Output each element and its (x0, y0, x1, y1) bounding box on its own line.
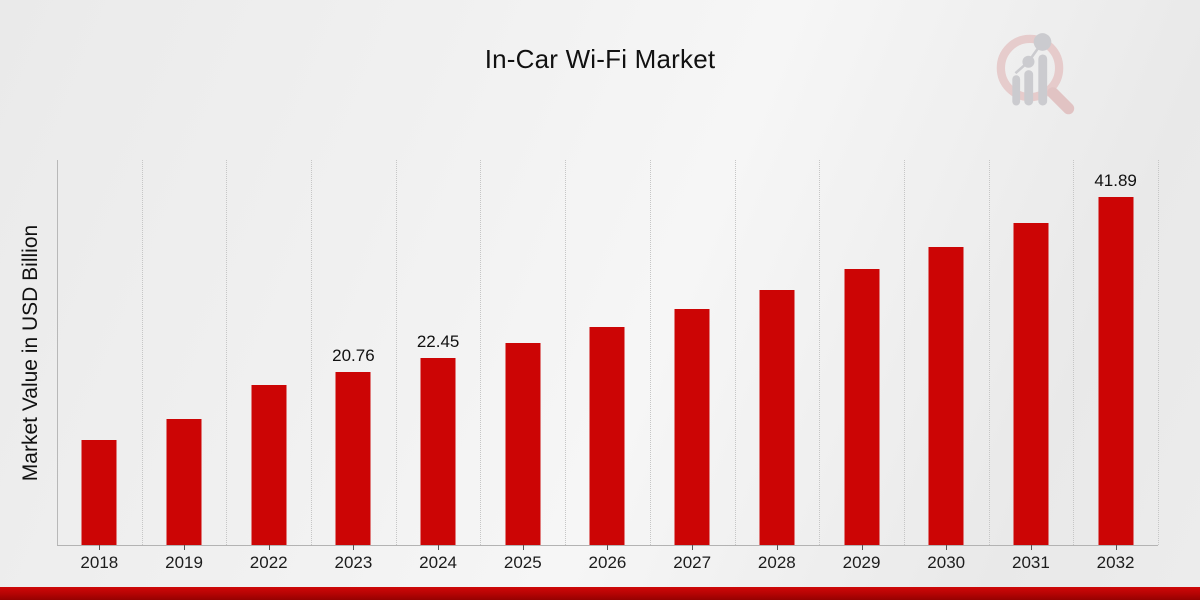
gridline (1073, 160, 1075, 545)
bar-band-2022: 2022 (226, 160, 311, 572)
bar-band-2023: 20.76 2023 (311, 160, 396, 572)
plot-area: 2018 2019 2022 20.76 2023 22.45 2024 2025 2026 20… (57, 160, 1159, 572)
bar-2027 (674, 309, 710, 545)
bar-2026 (589, 326, 625, 545)
x-axis-label-2023: 2023 (334, 553, 373, 572)
x-axis-tick (1030, 545, 1032, 550)
x-axis-tick (438, 545, 440, 550)
bar-2023 (335, 372, 371, 545)
x-axis-label-2029: 2029 (842, 553, 881, 572)
x-axis-tick (946, 545, 948, 550)
bar-band-2030: 2030 (904, 160, 989, 572)
bar-band-2026: 2026 (565, 160, 650, 572)
x-axis-tick (353, 545, 355, 550)
bar-2032 (1098, 196, 1134, 545)
x-axis-tick (99, 545, 101, 550)
x-axis-tick (776, 545, 778, 550)
x-axis-label-2028: 2028 (757, 553, 796, 572)
bar-2018 (81, 440, 117, 545)
x-axis-tick (692, 545, 694, 550)
x-axis-label-2027: 2027 (673, 553, 712, 572)
footer-accent-bar (0, 587, 1200, 600)
value-label-2024: 22.45 (416, 332, 460, 352)
x-axis-tick (607, 545, 609, 550)
x-axis-label-2030: 2030 (927, 553, 966, 572)
bar-2022 (251, 385, 287, 545)
x-axis-label-2018: 2018 (80, 553, 119, 572)
gridline (395, 160, 397, 545)
x-axis-label-2025: 2025 (503, 553, 542, 572)
bar-band-2032: 41.89 2032 (1073, 160, 1158, 572)
value-label-2032: 41.89 (1094, 170, 1137, 190)
gridline (903, 160, 905, 545)
bar-band-2028: 2028 (735, 160, 820, 572)
gridline (819, 160, 821, 545)
gridline (988, 160, 990, 545)
bar-2019 (166, 418, 202, 545)
x-axis-tick (268, 545, 270, 550)
x-axis-label-2031: 2031 (1011, 553, 1050, 572)
bar-band-2029: 2029 (819, 160, 904, 572)
gridline (649, 160, 651, 545)
gridline (311, 160, 313, 545)
magnifier-bar-chart-logo-icon (996, 33, 1075, 115)
gridline (480, 160, 482, 545)
x-axis-label-2024: 2024 (419, 553, 457, 572)
x-axis-tick (861, 545, 863, 550)
market-research-future-logo-watermark (978, 16, 1082, 120)
x-axis-label-2026: 2026 (588, 553, 627, 572)
value-label-2023: 20.76 (332, 346, 375, 366)
x-axis-label-2032: 2032 (1096, 553, 1135, 572)
gridline (565, 160, 567, 545)
x-axis-label-2019: 2019 (165, 553, 203, 572)
gridline (226, 160, 228, 545)
gridline (141, 160, 143, 545)
bar-2029 (844, 269, 880, 545)
bar-band-2031: 2031 (989, 160, 1074, 572)
x-axis-tick (184, 545, 186, 550)
chart-title: In-Car Wi-Fi Market (484, 44, 716, 74)
x-axis-tick (522, 545, 524, 550)
y-axis-line (57, 160, 58, 545)
bar-band-2024: 22.45 2024 (396, 160, 481, 572)
bar-2030 (928, 246, 964, 545)
bar-band-2019: 2019 (142, 160, 227, 572)
gridline (1158, 160, 1159, 545)
bar-2028 (759, 290, 795, 545)
bar-2031 (1013, 222, 1049, 545)
x-axis-label-2022: 2022 (249, 553, 288, 572)
bar-band-2018: 2018 (57, 160, 142, 572)
y-axis-label: Market Value in USD Billion (19, 224, 42, 482)
gridline (734, 160, 736, 545)
bar-band-2025: 2025 (480, 160, 565, 572)
x-axis-tick (1115, 545, 1117, 550)
bar-2024 (420, 358, 456, 545)
bar-2025 (505, 343, 541, 545)
bar-band-2027: 2027 (650, 160, 735, 572)
